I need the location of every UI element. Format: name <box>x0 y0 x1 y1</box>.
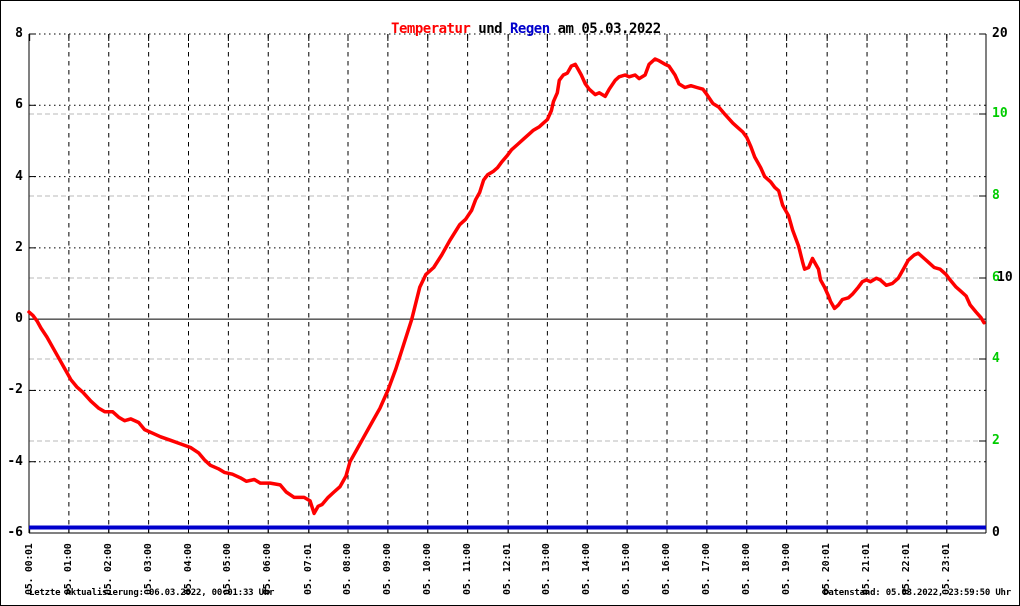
y-tick-label-left: -4 <box>7 453 23 469</box>
x-tick-label: 05. 15:00 <box>621 543 633 596</box>
x-tick-label: 05. 08:00 <box>342 543 353 596</box>
x-tick-label: 05. 12:01 <box>502 543 514 596</box>
title-und: und <box>470 21 510 37</box>
x-tick-label: 05. 18:00 <box>740 543 752 596</box>
x-tick-label: 05. 19:00 <box>780 543 792 596</box>
y-tick-label-left: 4 <box>15 168 23 184</box>
y-tick-label-left: 8 <box>15 26 23 41</box>
x-tick-label: 05. 11:00 <box>461 543 473 596</box>
x-tick-label: 05. 07:01 <box>302 543 314 596</box>
y-tick-label-right-green: 4 <box>992 351 1000 366</box>
y-tick-label-right-green: 8 <box>992 188 1000 203</box>
x-tick-label: 05. 16:00 <box>661 543 672 596</box>
temperature-line <box>27 57 986 516</box>
title-temperatur: Temperatur <box>391 21 471 37</box>
x-tick-label: 05. 09:00 <box>381 543 393 596</box>
last-update-text: Letzte Aktualisierung: 06.03.2022, 00:01… <box>29 588 275 598</box>
y-tick-label-left: -2 <box>7 382 23 398</box>
data-timestamp-text: Datenstand: 05.03.2022, 23:59:50 Uhr <box>823 588 1011 598</box>
x-tick-label: 05. 17:00 <box>700 543 712 596</box>
title-regen: Regen <box>510 21 550 37</box>
x-tick-label: 05. 10:00 <box>421 543 433 596</box>
y-tick-label-right-green: 6 <box>992 270 1000 285</box>
x-tick-label: 05. 14:00 <box>581 543 593 596</box>
y-tick-label-left: -6 <box>7 525 23 540</box>
y-tick-label-right-black: 20 <box>992 26 1008 41</box>
y-tick-label-left: 2 <box>15 239 23 255</box>
title-date: am 05.03.2022 <box>549 21 662 37</box>
y-tick-label-right-green: 2 <box>992 433 1000 448</box>
x-tick-label: 05. 13:00 <box>541 543 553 596</box>
chart-title: Temperatur und Regen am 05.03.2022 <box>1 5 1019 53</box>
y-tick-label-right-black: 10 <box>997 270 1013 285</box>
y-tick-label-right-black: 0 <box>992 525 1000 540</box>
y-tick-label-left: 0 <box>15 311 23 327</box>
y-tick-label-right-green: 10 <box>992 106 1008 121</box>
y-tick-label-left: 6 <box>15 97 23 113</box>
